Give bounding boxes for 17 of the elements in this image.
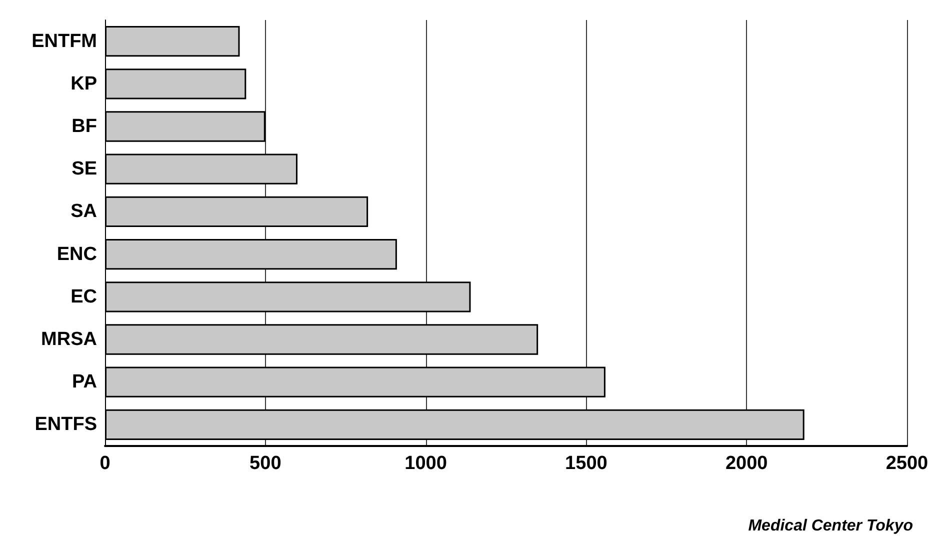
y-tick-label: SA bbox=[70, 201, 98, 222]
x-tick-label: 500 bbox=[250, 453, 282, 474]
y-tick-label: ENC bbox=[56, 244, 98, 265]
x-tick-label: 0 bbox=[100, 453, 110, 474]
x-tick-label: 1500 bbox=[565, 453, 608, 474]
y-tick-label: ENTFS bbox=[34, 414, 97, 436]
y-tick-label: SE bbox=[72, 158, 97, 180]
y-tick-label: BF bbox=[72, 116, 97, 137]
y-tick-label: EC bbox=[70, 286, 98, 308]
x-tick-label: 2000 bbox=[725, 453, 768, 474]
y-tick-label: KP bbox=[70, 73, 98, 94]
x-tick-label: 2500 bbox=[886, 453, 928, 474]
y-tick-label: PA bbox=[72, 372, 98, 393]
text: Medical Center Tokyo bbox=[748, 518, 914, 534]
x-tick-label: 1000 bbox=[404, 453, 447, 474]
y-tick-label: MRSA bbox=[41, 329, 98, 350]
y-tick-label: ENTFM bbox=[32, 30, 97, 52]
